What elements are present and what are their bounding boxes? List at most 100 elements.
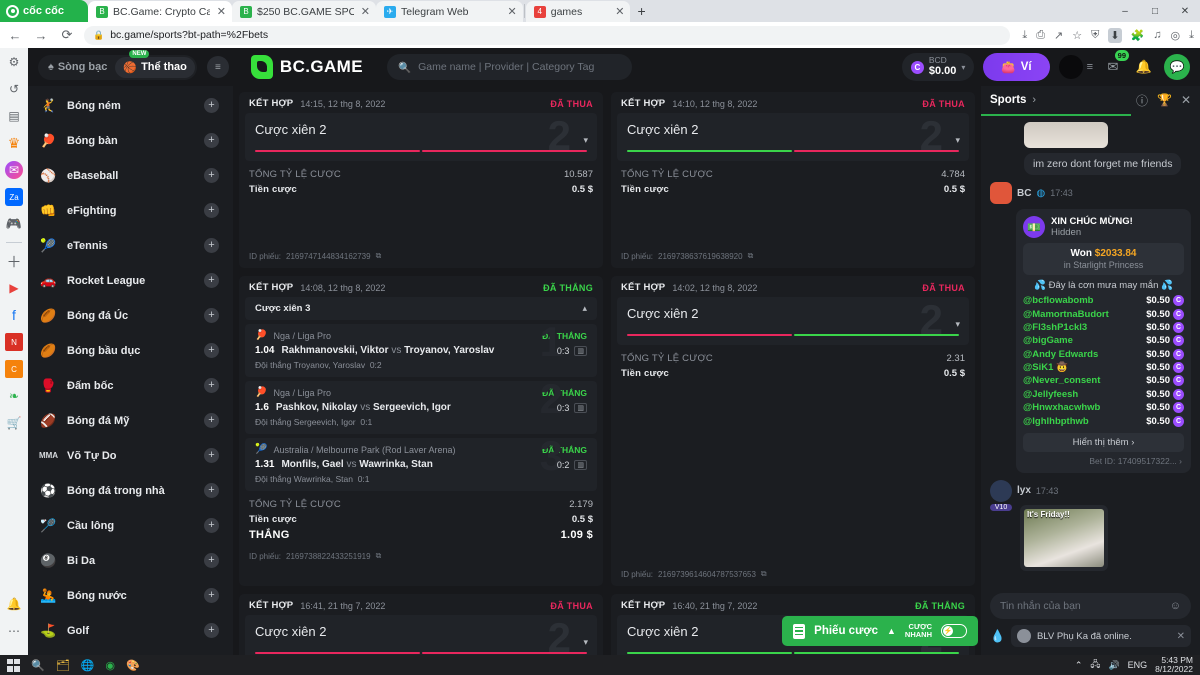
history-icon[interactable]: ↺ — [8, 82, 20, 96]
bell-icon[interactable]: 🔔 — [1135, 59, 1153, 74]
network-icon[interactable]: 🖧 — [1090, 659, 1101, 669]
add-favorite-button[interactable]: + — [204, 203, 219, 218]
sidebar-item-futsal[interactable]: ⚽ Bóng đá trong nhà + — [28, 473, 233, 508]
sidebar-item-golf[interactable]: ⛳ Golf + — [28, 613, 233, 648]
add-favorite-button[interactable]: + — [204, 98, 219, 113]
bet-card[interactable]: KẾT HỢP 14:15, 12 thg 8, 2022 ĐÃ THUA Cư… — [239, 92, 603, 268]
forward-icon[interactable]: → — [34, 27, 48, 43]
menu-icon[interactable]: ≡ — [206, 56, 229, 78]
bet-card[interactable]: KẾT HỢP 14:10, 12 thg 8, 2022 ĐÃ THUA Cư… — [611, 92, 975, 268]
bookmark-star-icon[interactable]: ☆ — [1072, 29, 1083, 42]
balance-widget[interactable]: C BCD $0.00 ▾ — [901, 53, 975, 81]
chevron-up-icon[interactable]: ▲ — [886, 626, 896, 636]
winner-user[interactable]: @Never_consent — [1023, 375, 1101, 387]
winner-user[interactable]: @SiK1 🤠 — [1023, 362, 1068, 374]
more-icon[interactable]: ⋯ — [8, 624, 20, 638]
chat-message-input[interactable]: Tin nhắn của bạn ☺ — [990, 593, 1191, 619]
shield-icon[interactable]: ⛨ — [1091, 28, 1100, 41]
calendar-icon[interactable]: C — [5, 360, 23, 378]
sidebar-item-badminton[interactable]: 🏸 Cầu lông + — [28, 508, 233, 543]
sidebar-item-rocketleague[interactable]: 🚗 Rocket League + — [28, 263, 233, 298]
add-favorite-button[interactable]: + — [204, 518, 219, 533]
add-favorite-button[interactable]: + — [204, 413, 219, 428]
address-bar[interactable]: 🔒 bc.game/sports?bt-path=%2Fbets — [84, 25, 1011, 45]
winner-user[interactable]: @Andy Edwards — [1023, 348, 1099, 360]
stats-icon[interactable]: ▥ — [574, 402, 587, 413]
wallet-button[interactable]: 👛 Ví — [983, 53, 1050, 81]
add-favorite-button[interactable]: + — [204, 623, 219, 638]
back-icon[interactable]: ← — [8, 27, 22, 43]
profile-icon[interactable]: ◎ — [1170, 29, 1181, 42]
news-icon[interactable]: N — [5, 333, 23, 351]
chevron-down-icon[interactable]: ▾ — [583, 135, 588, 145]
chevron-right-icon[interactable]: › — [1032, 94, 1037, 106]
coccoc-icon[interactable]: ◉ — [105, 659, 115, 672]
close-window-button[interactable]: ✕ — [1180, 5, 1190, 17]
chevron-down-icon[interactable]: ▾ — [583, 637, 588, 647]
sidebar-item-mma[interactable]: MMA Võ Tự Do + — [28, 438, 233, 473]
bet-id-link[interactable]: Bet ID: 17409517322... › — [1089, 455, 1182, 466]
sidebar-item-ebaseball[interactable]: ⚾ eBaseball + — [28, 158, 233, 193]
list-icon[interactable]: ▤ — [8, 109, 20, 123]
close-icon[interactable]: ✕ — [507, 6, 517, 18]
bet-card-main[interactable]: Cược xiên 2 2 ▾ — [245, 615, 597, 655]
mode-sports[interactable]: NEW 🏀 Thể thao — [115, 49, 195, 78]
sidebar-item-efighting[interactable]: 👊 eFighting + — [28, 193, 233, 228]
close-icon[interactable]: ✕ — [1176, 630, 1185, 642]
download-icon[interactable]: ⬇ — [1108, 27, 1122, 43]
reload-icon[interactable]: ⟳ — [61, 27, 73, 42]
chat-toggle-icon[interactable]: 💬 — [1164, 54, 1190, 80]
search-input[interactable]: 🔍 Game name | Provider | Category Tag — [386, 54, 632, 80]
sidebar-item-waterpolo[interactable]: 🤽 Bóng nước + — [28, 578, 233, 613]
chevron-down-icon[interactable]: ▾ — [961, 62, 966, 72]
chevron-down-icon[interactable]: ▾ — [955, 319, 960, 329]
add-favorite-button[interactable]: + — [204, 448, 219, 463]
minimize-button[interactable]: – — [1122, 5, 1128, 17]
explorer-icon[interactable]: 🗂 — [55, 659, 70, 672]
cart-icon[interactable]: 🛒 — [6, 416, 22, 430]
info-icon[interactable]: ⓘ — [1135, 93, 1148, 108]
sidebar-item-rugby[interactable]: 🏉 Bóng bầu dục + — [28, 333, 233, 368]
winner-user[interactable]: @Fl3shP1ckl3 — [1023, 321, 1088, 333]
show-more-button[interactable]: Hiển thị thêm › — [1023, 432, 1184, 452]
game-icon[interactable]: 🎮 — [5, 216, 23, 231]
trophy-icon[interactable]: 🏆 — [1156, 93, 1172, 107]
sidebar-item-billiards[interactable]: 🎱 Bi Da + — [28, 543, 233, 578]
add-favorite-button[interactable]: + — [204, 343, 219, 358]
facebook-icon[interactable]: f — [12, 307, 16, 323]
user-menu[interactable]: ≡ — [1058, 55, 1093, 79]
add-favorite-button[interactable]: + — [204, 168, 219, 183]
zalo-icon[interactable]: Za — [5, 188, 23, 206]
close-icon[interactable]: ✕ — [1180, 93, 1191, 107]
copy-icon[interactable]: ⧉ — [375, 551, 382, 560]
chevron-down-icon[interactable]: ▾ — [955, 135, 960, 145]
add-favorite-button[interactable]: + — [204, 483, 219, 498]
start-icon[interactable] — [7, 658, 20, 672]
bcgame-logo[interactable]: BC.GAME — [250, 55, 363, 79]
bet-card[interactable]: KẾT HỢP 16:41, 21 thg 7, 2022 ĐÃ THUA Cư… — [239, 594, 603, 655]
betslip-bar[interactable]: Phiếu cược ▲ CƯỢC NHANH ⚡ — [782, 616, 978, 646]
sidebar-item-tabletennis[interactable]: 🏓 Bóng bàn + — [28, 123, 233, 158]
close-icon[interactable]: ✕ — [615, 6, 625, 18]
avatar[interactable] — [1058, 55, 1083, 79]
sidebar-item-boxing[interactable]: 🥊 Đấm bốc + — [28, 368, 233, 403]
translate-icon[interactable]: ⎙ — [1036, 28, 1045, 41]
add-favorite-button[interactable]: + — [204, 553, 219, 568]
search-icon[interactable]: 🔍 — [31, 659, 45, 672]
sidebar-item-americanfootball[interactable]: 🏈 Bóng đá Mỹ + — [28, 403, 233, 438]
gear-icon[interactable]: ⚙ — [8, 55, 20, 69]
add-favorite-button[interactable]: + — [204, 588, 219, 603]
bet-card[interactable]: KẾT HỢP 14:02, 12 thg 8, 2022 ĐÃ THUA Cư… — [611, 276, 975, 586]
avatar[interactable] — [990, 182, 1012, 204]
extensions-icon[interactable]: 🧩 — [1130, 29, 1145, 42]
bet-card-main[interactable]: Cược xiên 2 2 ▾ — [245, 113, 597, 161]
bell-icon[interactable]: 🔔 — [6, 597, 22, 611]
download-tray-icon[interactable]: ⤓ — [1022, 28, 1028, 41]
add-favorite-button[interactable]: + — [204, 273, 219, 288]
winner-user[interactable]: @Ighlhbpthwb — [1023, 415, 1089, 427]
winner-user[interactable]: @Jellyfeesh — [1023, 388, 1079, 400]
rain-drop-icon[interactable]: 💧 — [990, 629, 1005, 643]
close-icon[interactable]: ✕ — [360, 6, 370, 18]
chrome-icon[interactable]: 🌐 — [80, 659, 95, 672]
browser-tab-4[interactable]: 4 games ✕ — [525, 1, 631, 22]
